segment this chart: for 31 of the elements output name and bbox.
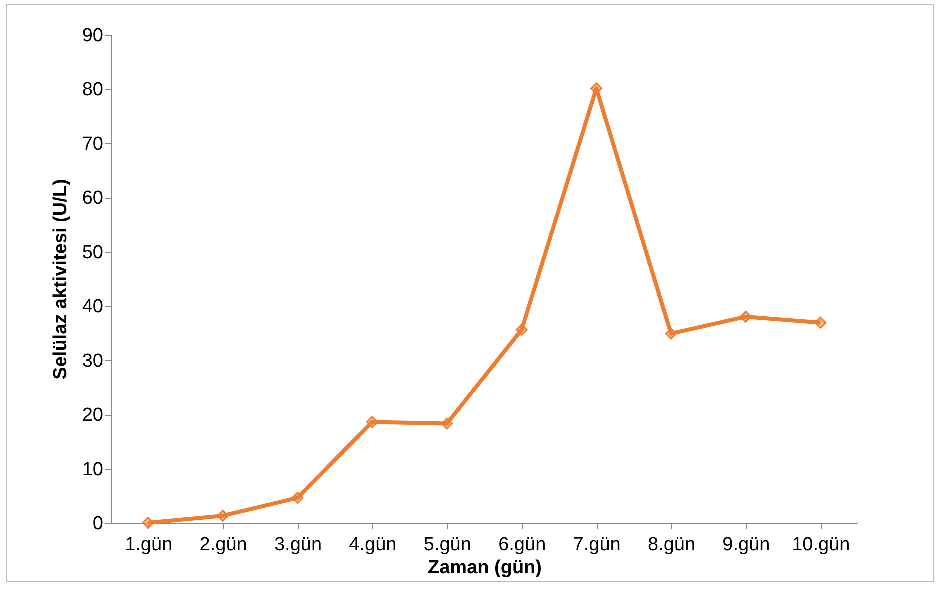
point — [217, 510, 230, 522]
point — [292, 492, 304, 504]
point — [142, 517, 154, 529]
y-tick-label: 60 — [82, 188, 104, 210]
y-tick-label: 0 — [92, 514, 104, 534]
x-tick-label: 2.gün — [200, 534, 248, 556]
x-tick-label: 3.gün — [274, 534, 322, 556]
y-tick-label: 70 — [82, 134, 104, 155]
y-tick-label: 80 — [82, 80, 104, 101]
x-tick-label: 8.gün — [648, 534, 696, 556]
x-tick-label: 5.gün — [424, 534, 472, 556]
point — [516, 324, 528, 336]
x-tick-label: 9.gün — [722, 534, 770, 556]
y-tick-label: 90 — [82, 26, 104, 46]
y-tick-label: 20 — [82, 405, 104, 426]
point — [441, 418, 454, 430]
point — [366, 416, 378, 428]
x-tick-label: 4.gün — [349, 534, 397, 556]
x-tick-label: 10.gün — [792, 534, 850, 556]
y-axis-title: Selülaz aktivitesi (U/L) — [50, 179, 72, 380]
y-tick-label: 10 — [82, 459, 104, 480]
point — [814, 316, 827, 329]
x-tick-label: 7.gün — [573, 534, 621, 556]
y-tick-label: 40 — [82, 296, 104, 318]
point — [740, 310, 752, 323]
x-tick-label: 1.gün — [125, 534, 173, 556]
y-tick-label: 50 — [82, 242, 104, 264]
y-tick-label: 30 — [82, 350, 104, 372]
point — [665, 328, 678, 340]
x-tick-label: 6.gün — [498, 534, 546, 556]
x-axis-title: Zaman (gün) — [428, 558, 542, 578]
